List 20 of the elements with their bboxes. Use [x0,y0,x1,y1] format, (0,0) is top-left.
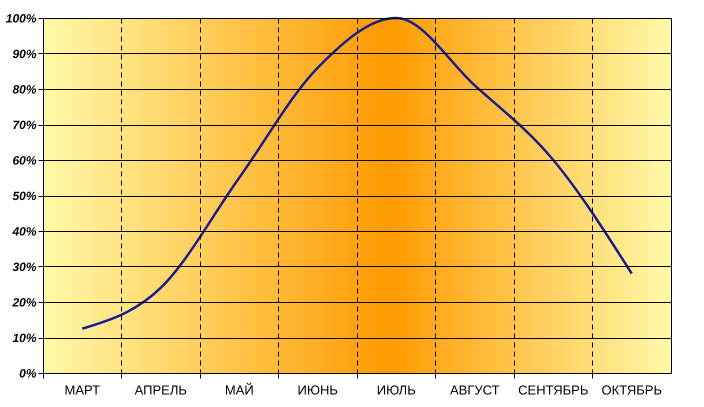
line-series [81,16,633,330]
x-tick-label: СЕНТЯБРЬ [518,382,588,398]
y-tick-label: 80% [12,82,37,96]
y-tick-label: 90% [12,47,37,61]
y-tick-label: 0% [19,366,37,380]
y-tick-label: 10% [12,331,37,345]
y-tick-label: 50% [12,189,37,203]
x-tick-label: АПРЕЛЬ [134,382,187,398]
x-tick-label: ИЮЛЬ [376,382,416,398]
x-tick-label: МАЙ [224,382,254,398]
y-tick-label: 60% [12,154,37,168]
y-tick-label: 100% [6,12,37,26]
y-tick-label: 70% [12,118,37,132]
x-tick-label: ИЮНЬ [298,382,338,398]
y-tick-label: 40% [11,224,37,238]
x-tick-label: МАРТ [64,382,100,398]
x-tick-label: ОКТЯБРЬ [602,382,662,398]
x-tick-label: АВГУСТ [450,382,500,398]
y-tick-label: 30% [12,260,37,274]
y-tick-label: 20% [11,296,37,310]
